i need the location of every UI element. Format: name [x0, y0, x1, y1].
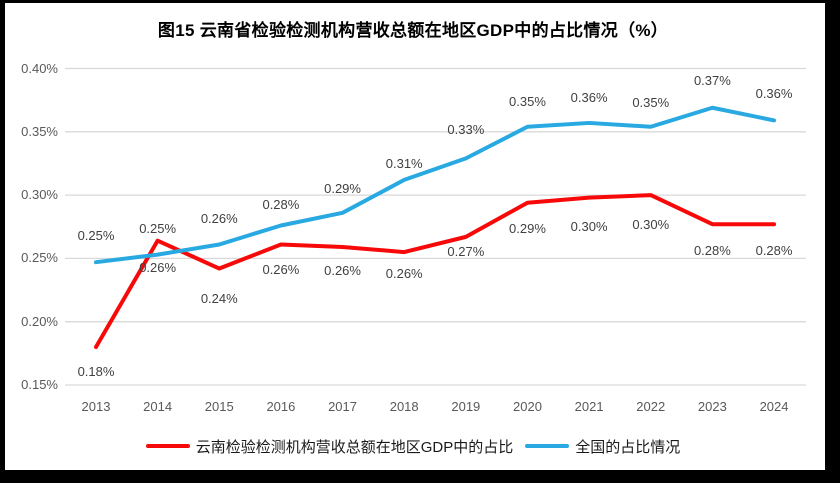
yunnan-data-label: 0.26% [324, 263, 361, 278]
yunnan-data-label: 0.30% [570, 218, 608, 234]
legend-label-national: 全国的占比情况 [575, 438, 681, 456]
y-tick-label: 0.30% [21, 187, 58, 203]
y-tick-label: 0.25% [21, 250, 58, 266]
chart-background [5, 3, 825, 470]
yunnan-data-label: 0.26% [262, 262, 300, 278]
x-tick-label: 2014 [143, 399, 173, 414]
x-tick-label: 2021 [574, 399, 604, 414]
y-tick-label: 0.40% [21, 60, 58, 76]
national-data-label: 0.25% [77, 228, 115, 244]
x-tick-label: 2020 [513, 399, 542, 414]
legend-item-national: 全国的占比情况 [525, 436, 680, 457]
x-tick-label: 2013 [81, 399, 111, 414]
x-tick-label: 2024 [759, 399, 789, 414]
national-data-label: 0.35% [632, 94, 670, 110]
national-data-label: 0.28% [262, 197, 300, 213]
yunnan-data-label: 0.28% [755, 243, 793, 259]
yunnan-data-label: 0.30% [632, 217, 670, 233]
x-tick-label: 2016 [266, 399, 296, 414]
y-tick-label: 0.35% [21, 123, 58, 139]
yunnan-data-label: 0.27% [447, 243, 485, 259]
yunnan-data-label: 0.28% [693, 243, 731, 259]
national-data-label: 0.26% [200, 211, 238, 227]
x-tick-label: 2017 [328, 399, 357, 414]
national-data-label: 0.31% [385, 155, 423, 171]
y-tick-label: 0.20% [21, 313, 58, 329]
national-data-label: 0.36% [755, 86, 793, 102]
legend: 云南检验检测机构营收总额在地区GDP中的占比 全国的占比情况 [0, 435, 826, 457]
x-tick-label: 2018 [389, 399, 419, 414]
yunnan-data-label: 0.18% [77, 364, 115, 380]
legend-item-yunnan: 云南检验检测机构营收总额在地区GDP中的占比 [145, 436, 514, 457]
chart-title: 图15 云南省检验检测机构营收总额在地区GDP中的占比情况（%） [157, 21, 669, 40]
yunnan-series-line [94, 193, 777, 350]
yunnan-data-label: 0.24% [200, 290, 238, 306]
national-data-label: 0.29% [324, 180, 361, 196]
yunnan-data-label: 0.26% [139, 259, 177, 275]
national-data-label: 0.33% [447, 122, 485, 138]
yunnan-data-label: 0.26% [385, 266, 423, 282]
national-data-label: 0.37% [693, 72, 731, 88]
national-series-line [94, 105, 777, 265]
legend-line-swatch-national [525, 444, 570, 448]
national-data-label: 0.36% [570, 89, 608, 105]
x-tick-label: 2022 [636, 399, 666, 414]
x-tick-label: 2023 [697, 399, 727, 414]
legend-line-swatch-yunnan [145, 444, 190, 448]
national-data-label: 0.35% [509, 93, 546, 109]
x-tick-label: 2019 [451, 399, 481, 414]
y-tick-label: 0.15% [21, 377, 58, 392]
legend-label-yunnan: 云南检验检测机构营收总额在地区GDP中的占比 [195, 438, 514, 456]
yunnan-data-label: 0.29% [509, 220, 546, 236]
x-tick-label: 2015 [204, 399, 234, 414]
national-data-label: 0.25% [139, 220, 177, 236]
